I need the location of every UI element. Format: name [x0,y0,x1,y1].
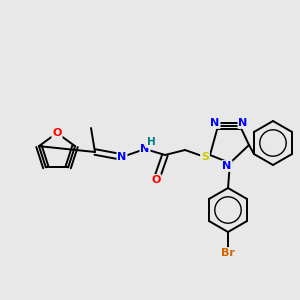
Text: Br: Br [221,248,235,258]
Text: O: O [52,128,62,138]
Text: O: O [151,175,161,185]
Text: N: N [210,118,220,128]
Text: S: S [201,152,209,162]
Text: N: N [140,144,150,154]
Text: N: N [222,161,232,171]
Text: N: N [117,152,127,162]
Text: H: H [147,137,155,147]
Text: N: N [238,118,247,128]
